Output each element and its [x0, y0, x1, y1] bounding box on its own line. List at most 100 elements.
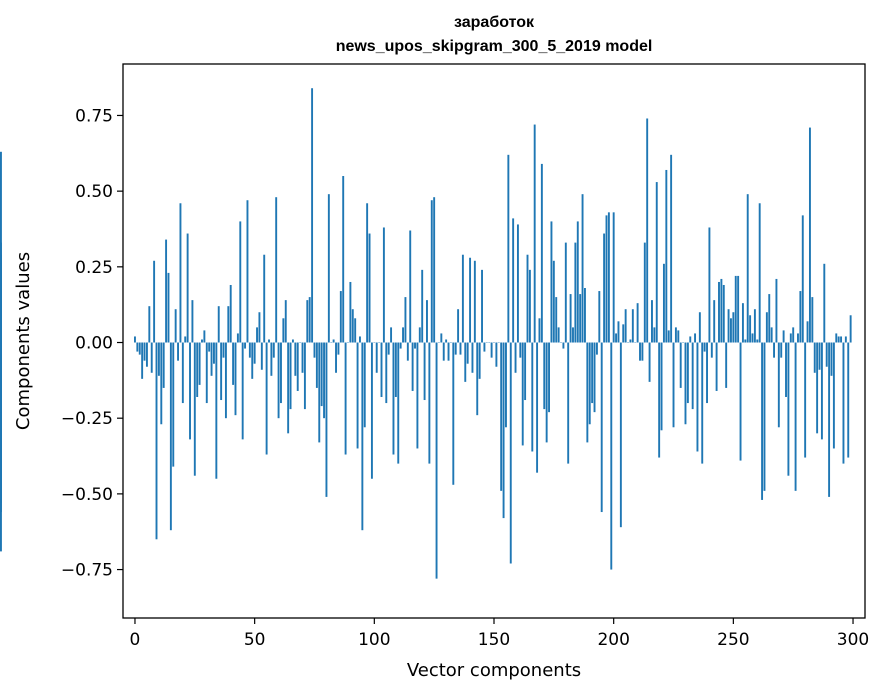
bar-290: [828, 342, 831, 497]
bar-243: [715, 342, 718, 391]
bar-91: [351, 309, 354, 343]
bar-54: [263, 254, 266, 343]
bar-125: [433, 197, 436, 343]
bar-172: [545, 342, 548, 443]
bar-84: [335, 342, 337, 373]
bar-104: [382, 227, 385, 343]
bar-140: [469, 257, 472, 343]
bar-115: [409, 230, 412, 343]
bar-167: [533, 124, 536, 343]
bar-63: [284, 300, 287, 343]
bar-97: [366, 203, 369, 343]
bar-289: [825, 342, 828, 367]
bar-294: [837, 336, 840, 343]
bar-269: [777, 342, 780, 428]
bar-10: [157, 342, 160, 376]
bar-110: [397, 342, 400, 464]
bar-14: [167, 272, 170, 343]
bar-238: [703, 342, 706, 352]
bar-121: [423, 342, 426, 401]
bar-180: [564, 242, 567, 343]
bar-37: [222, 342, 225, 358]
bar-181: [567, 342, 570, 464]
bar-135: [457, 309, 460, 343]
bar-177: [557, 327, 560, 343]
bar-218: [655, 182, 658, 343]
bar-288: [823, 263, 826, 343]
bar-242: [713, 300, 716, 343]
y-tick-label-2: −0.25: [61, 409, 113, 429]
bar-137: [461, 254, 464, 343]
bar-12: [162, 342, 165, 388]
bar-170: [540, 163, 543, 343]
bar-221: [662, 263, 665, 343]
bar-224: [670, 154, 673, 343]
bar-259: [753, 309, 756, 343]
bar-225: [672, 342, 675, 428]
bar-30: [205, 342, 208, 404]
bar-79: [323, 342, 326, 419]
bar-184: [574, 242, 577, 343]
bar-171: [543, 342, 546, 410]
bar-186: [579, 294, 582, 343]
bar-4: [143, 342, 146, 361]
bar-64: [287, 342, 290, 434]
bar-250: [732, 312, 735, 343]
bar-275: [792, 327, 795, 343]
bar-297: [844, 336, 847, 343]
bar-7: [150, 342, 153, 373]
bar-222: [665, 169, 668, 343]
bar-169: [538, 318, 541, 343]
bar-24: [191, 300, 194, 343]
bar-210: [636, 303, 639, 343]
bar-176: [555, 297, 558, 343]
bar-199: [610, 342, 613, 570]
bar-49: [251, 342, 254, 379]
bar-296: [842, 342, 845, 464]
y-axis-label: Components values: [13, 252, 34, 430]
bar-130: [445, 339, 448, 343]
bar-35: [217, 306, 220, 343]
bar-256: [746, 194, 749, 343]
bar-8: [153, 260, 156, 343]
bar-55: [265, 342, 268, 455]
bar-251: [734, 275, 737, 343]
bar-262: [761, 342, 764, 500]
bar-65: [289, 342, 292, 410]
bar-146: [483, 342, 486, 352]
bar-252: [737, 275, 740, 343]
bar-122: [426, 300, 428, 343]
bar-42: [234, 342, 237, 416]
bar-286: [818, 342, 821, 370]
bar-253: [739, 342, 742, 461]
bar-162: [521, 342, 524, 446]
bar-85: [337, 342, 340, 355]
bar-143: [476, 342, 479, 416]
bar-216: [651, 300, 653, 343]
bar-245: [720, 278, 723, 343]
bar-112: [402, 327, 404, 343]
bar-67: [294, 342, 297, 376]
bar-48: [248, 342, 251, 358]
bar-18: [177, 342, 179, 361]
bar-228: [679, 342, 682, 388]
bar-90: [349, 281, 352, 343]
bar-5: [145, 342, 148, 367]
bar-40: [229, 284, 232, 343]
bar-293: [835, 333, 838, 343]
bar-undefined: [0, 263, 2, 343]
bar-161: [519, 342, 522, 358]
bar-138: [464, 342, 467, 382]
bar-52: [258, 312, 261, 343]
bar-271: [782, 330, 785, 343]
bar-13: [165, 239, 168, 343]
bar-164: [526, 254, 529, 343]
bar-71: [303, 342, 306, 410]
bar-57: [270, 342, 273, 376]
bar-46: [244, 342, 247, 349]
bar-263: [763, 342, 766, 491]
bar-187: [581, 194, 584, 343]
bar-227: [677, 330, 680, 343]
bar-114: [406, 342, 409, 361]
